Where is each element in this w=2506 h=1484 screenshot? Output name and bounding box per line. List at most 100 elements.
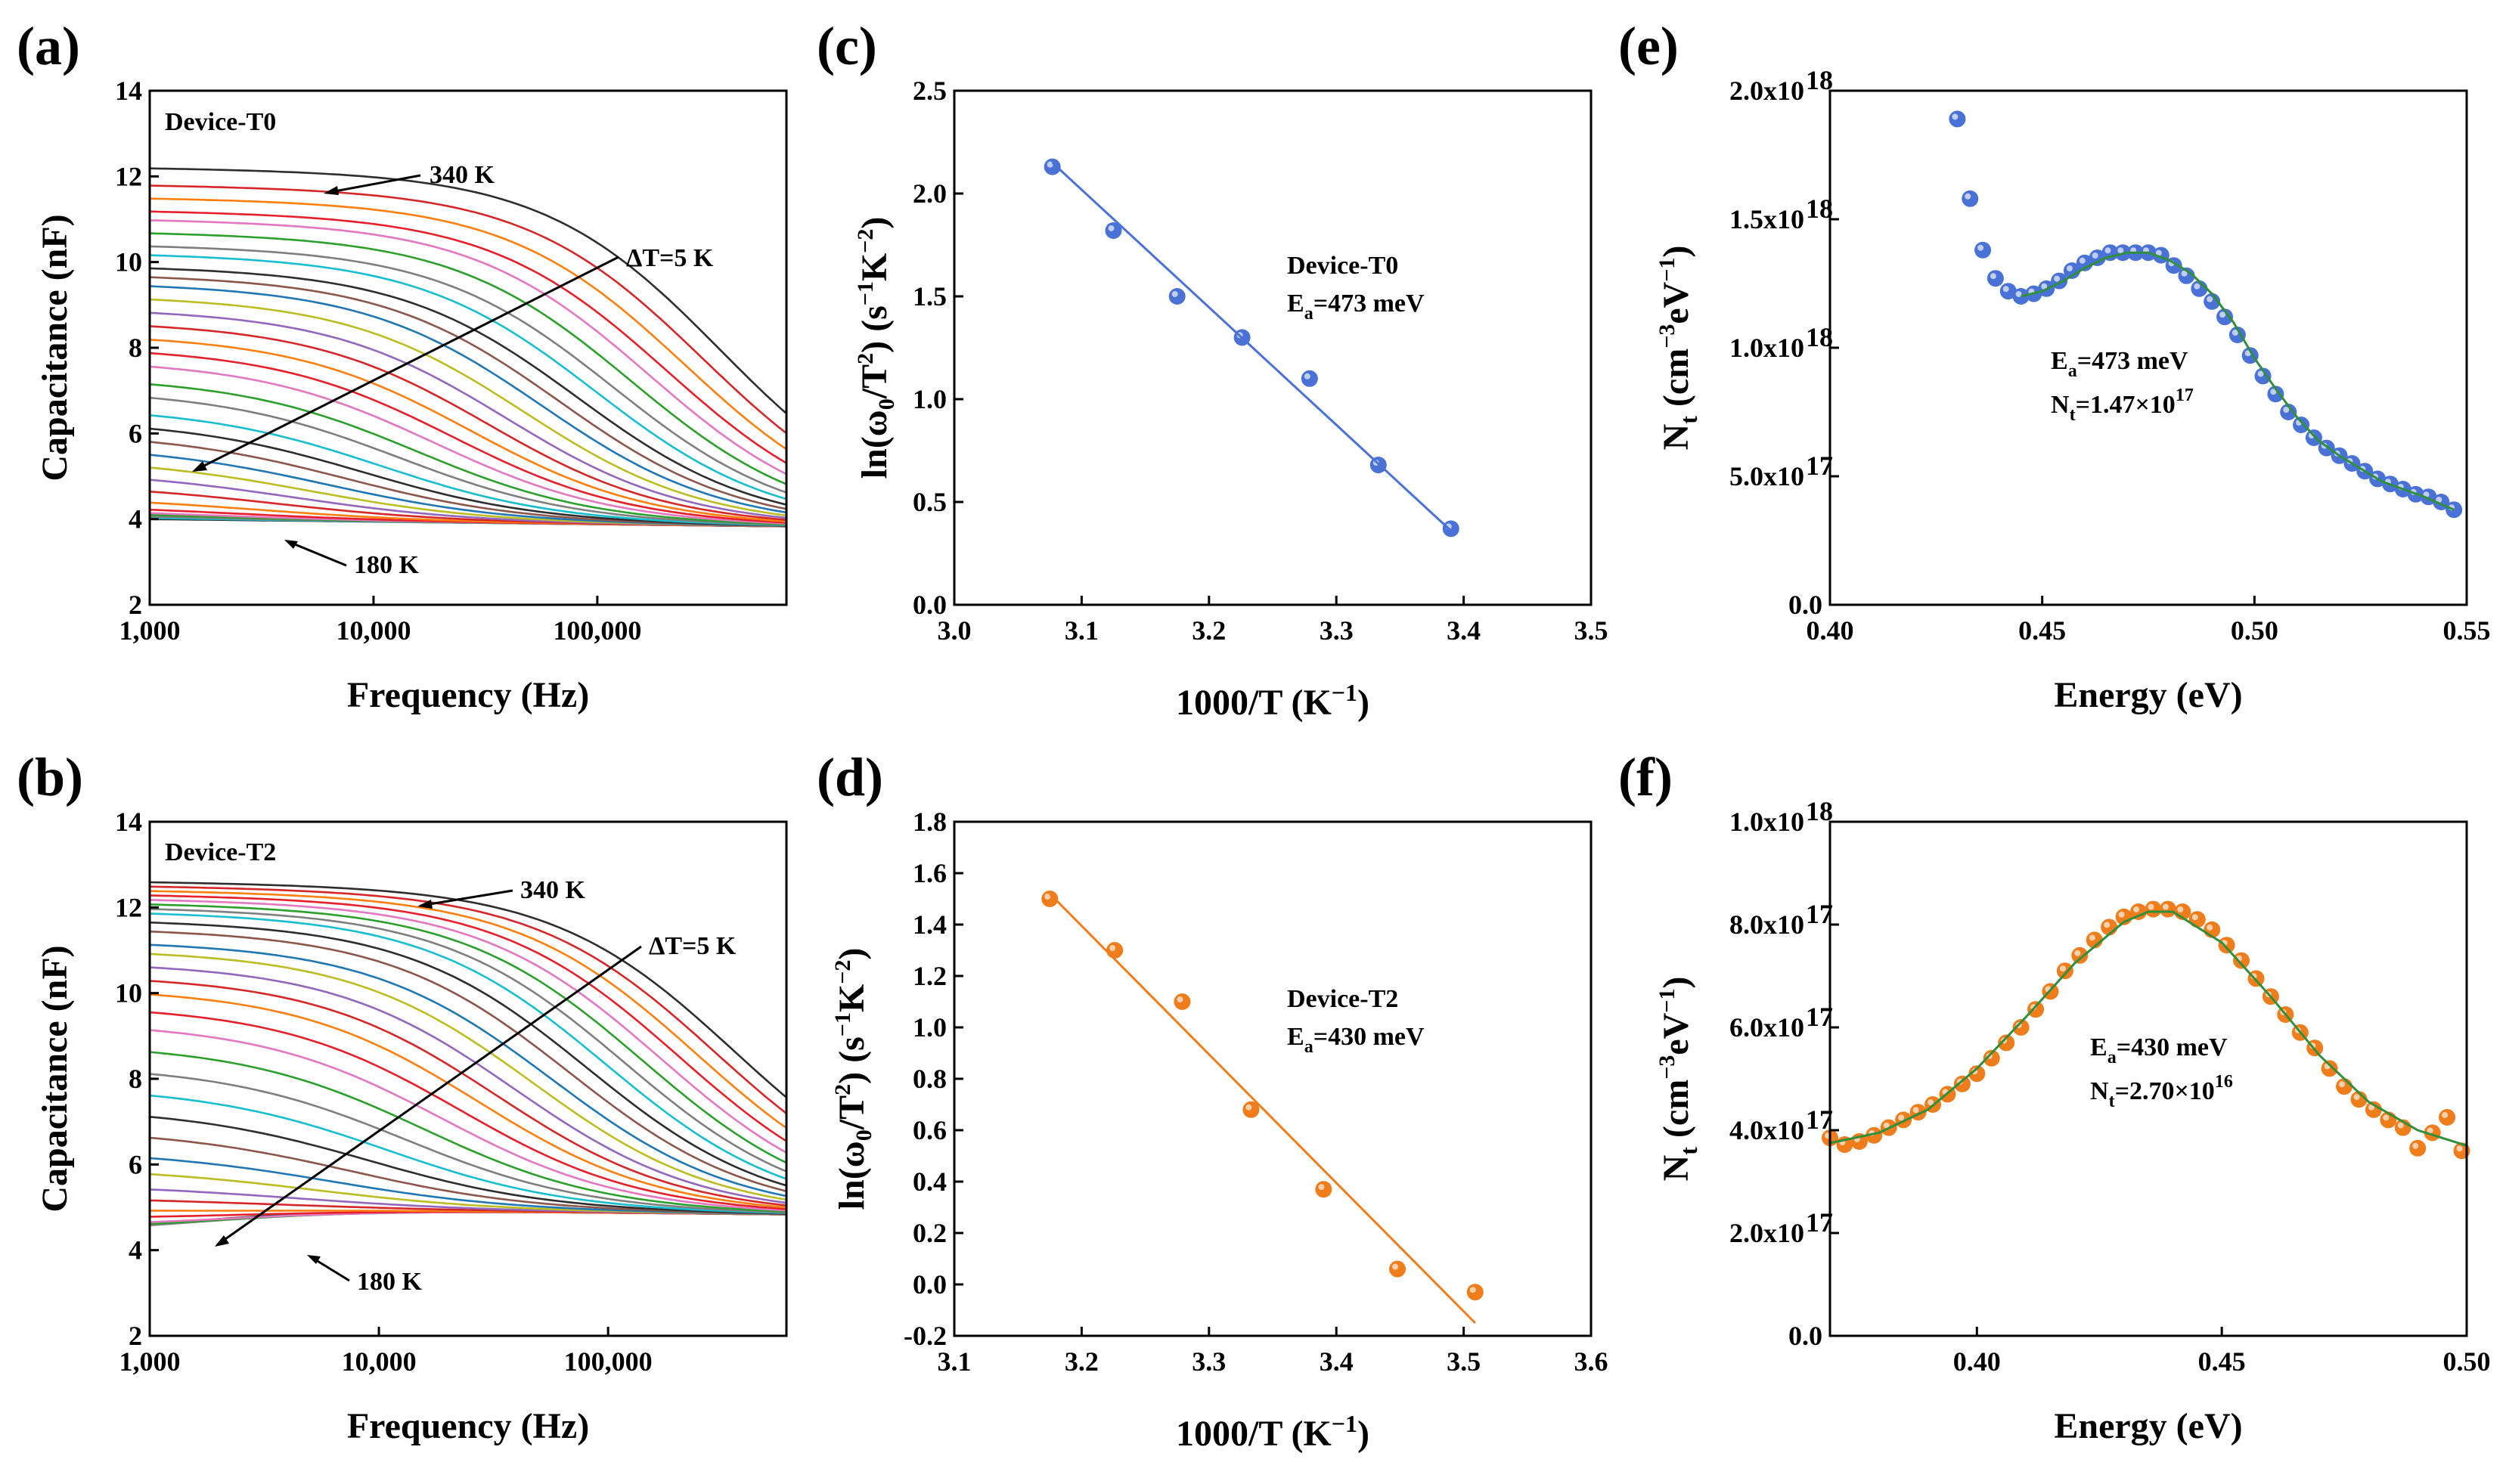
f-ytick-label: 2.0x10: [1729, 1218, 1804, 1248]
b-curve-275k: [149, 980, 787, 1207]
panel-b-arrowhead-340k: [417, 900, 433, 909]
panel-a-arrowhead-180k: [284, 540, 298, 549]
f-data-point: [2439, 1109, 2456, 1126]
a-curve-285k: [149, 298, 787, 517]
e-ytick-exponent: 18: [1806, 65, 1833, 95]
e-data-point-highlight: [2181, 270, 2188, 277]
panel-f-frame: [1828, 820, 2468, 1337]
a-curve-320k: [149, 219, 787, 476]
f-data-point-highlight: [2207, 924, 2213, 931]
f-data-point: [2336, 1078, 2353, 1095]
panel-e-plot: [1949, 110, 2463, 519]
panel-b-label-step: ΔT=5 K: [649, 932, 737, 960]
c-data-point: [1301, 370, 1318, 387]
e-data-point-highlight: [1952, 113, 1959, 120]
b-ytick-label: 2: [129, 1321, 142, 1351]
b-ytick-label: 12: [115, 892, 142, 922]
panel-a-ticks: 1,000 10,000 100,000 2 4 6 8 10 12 14: [115, 76, 641, 646]
f-xtick-label: 0.50: [2443, 1346, 2491, 1377]
c-xtick-label: 3.4: [1447, 615, 1481, 646]
a-ytick-label: 10: [115, 247, 142, 277]
panel-f-ticks: 0.40 0.45 0.500.02.0x10 174.0x10 176.0x10 178…: [1729, 796, 2491, 1377]
f-ytick-exponent: 18: [1806, 796, 1833, 826]
panel-e-xlabel: Energy (eV): [2054, 675, 2242, 715]
panel-b-arrowhead-180k: [307, 1255, 321, 1264]
e-ytick-label: 5.0x10: [1729, 461, 1804, 491]
a-curve-340k: [149, 167, 787, 414]
f-data-point: [2145, 900, 2162, 918]
e-data-point-highlight: [2104, 247, 2111, 254]
d-data-point-highlight: [1109, 945, 1116, 951]
panel-b-ylabel: Capacitance (nF): [35, 945, 75, 1212]
a-curve-265k: [149, 352, 787, 524]
b-ytick-label: 10: [115, 978, 142, 1008]
e-data-point-highlight: [2219, 311, 2226, 318]
b-curve-235k: [149, 1136, 787, 1215]
panel-c-ticks: 3.0 3.1 3.2 3.3 3.4 3.5 0.0 0.5 1.0 1.5 2.0 2.5: [913, 76, 1608, 646]
e-data-point-highlight: [2079, 257, 2086, 264]
b-xtick-label: 100,000: [564, 1346, 653, 1377]
d-ytick-label: 1.4: [913, 909, 947, 940]
c-xtick-label: 3.0: [938, 615, 972, 646]
panel-f-plot: [1822, 900, 2470, 1160]
b-ytick-label: 14: [115, 807, 142, 837]
d-ytick-label: 0.8: [913, 1064, 947, 1094]
f-data-point-highlight: [2427, 1127, 2433, 1134]
b-curve-280k: [149, 966, 787, 1204]
a-curve-280k: [149, 311, 787, 519]
f-xtick-label: 0.45: [2198, 1346, 2246, 1377]
panel-b-arrowhead-step: [215, 1235, 229, 1247]
c-fit-line: [1051, 162, 1452, 532]
f-data-point-highlight: [2059, 965, 2066, 972]
d-data-point-highlight: [1245, 1104, 1252, 1111]
panel-d-device-label: Device-T2: [1287, 985, 1398, 1013]
b-curve-305k: [149, 912, 787, 1180]
e-data-point: [1974, 241, 1992, 259]
panel-d-xlabel: 1000/T (K−1): [1176, 1410, 1369, 1454]
c-ytick-label: 0.0: [913, 590, 947, 620]
c-ytick-label: 1.0: [913, 384, 947, 414]
panel-a-xlabel: Frequency (Hz): [347, 675, 589, 715]
c-data-point: [1168, 288, 1186, 305]
f-data-point-highlight: [2383, 1114, 2390, 1121]
a-curve-310k: [149, 245, 787, 494]
e-data-point-highlight: [2207, 296, 2213, 302]
b-curve-265k: [149, 1011, 787, 1210]
d-xtick-label: 3.2: [1065, 1346, 1099, 1377]
b-curve-315k: [149, 903, 787, 1164]
a-curve-260k: [149, 365, 787, 525]
b-curve-335k: [149, 885, 787, 1114]
e-ytick-exponent: 18: [1806, 194, 1833, 224]
panel-a-arrow-180k: [287, 540, 347, 567]
b-xtick-label: 10,000: [342, 1346, 417, 1377]
a-curve-315k: [149, 232, 787, 485]
f-ytick-label: 1.0x10: [1729, 807, 1804, 837]
panel-a-curves: [149, 167, 787, 528]
c-xtick-label: 3.5: [1574, 615, 1608, 646]
panel-e: (e) 0.40 0.45 0.50 0.550.05.0x10 171.0x10 181…: [1618, 16, 2491, 715]
panel-f-ea-label: Ea=430 meV: [2090, 1033, 2228, 1067]
d-ytick-label: 1.0: [913, 1012, 947, 1043]
a-curve-325k: [149, 210, 787, 464]
f-fit-line: [1829, 910, 2467, 1147]
panel-f-nt-label: Nt=2.70×1016: [2090, 1072, 2233, 1111]
b-curve-310k: [149, 908, 787, 1173]
a-ytick-label: 8: [129, 333, 142, 363]
f-data-point: [2321, 1060, 2338, 1077]
f-data-point-highlight: [2339, 1081, 2346, 1088]
e-data-point-highlight: [2092, 252, 2098, 259]
d-ytick-label: 1.8: [913, 807, 947, 837]
panel-d-ea-label: Ea=430 meV: [1287, 1023, 1425, 1057]
f-data-point-highlight: [2191, 914, 2198, 921]
f-data-point-highlight: [2089, 934, 2095, 941]
b-curve-340k: [149, 881, 787, 1098]
panel-b-xlabel: Frequency (Hz): [347, 1406, 589, 1446]
f-data-point-highlight: [2118, 911, 2125, 918]
a-curve-270k: [149, 339, 787, 522]
d-xtick-label: 3.5: [1447, 1346, 1481, 1377]
e-data-point-highlight: [2283, 407, 2290, 413]
b-curve-255k: [149, 1051, 787, 1213]
panel-a-label-340k: 340 K: [430, 161, 495, 189]
panel-e-ticks: 0.40 0.45 0.50 0.550.05.0x10 171.0x10 181.5x1…: [1729, 65, 2491, 646]
